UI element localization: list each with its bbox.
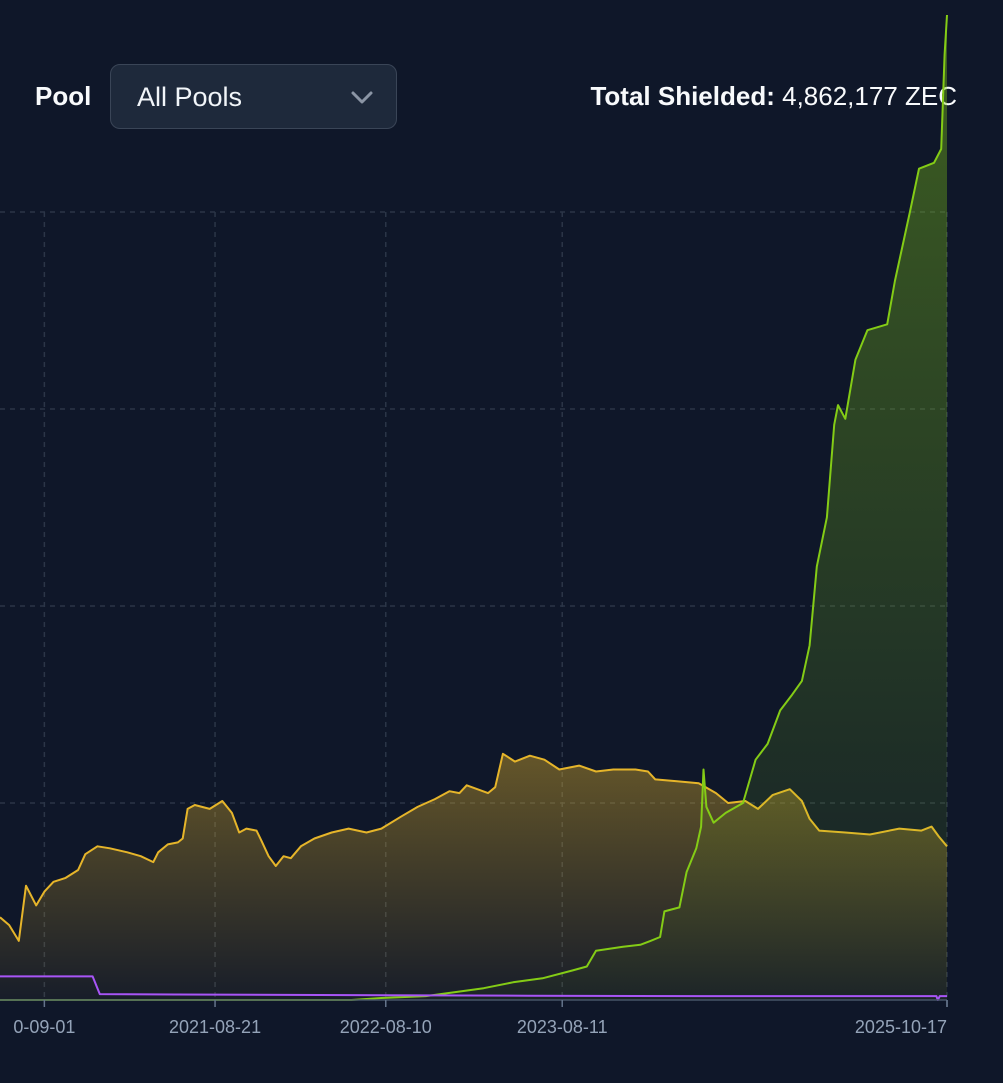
- x-tick-label: 2022-08-10: [340, 1017, 432, 1037]
- pool-select[interactable]: All Pools: [110, 64, 397, 129]
- x-tick-label: 2023-08-11: [517, 1017, 608, 1037]
- chevron-down-icon: [351, 91, 373, 104]
- x-tick-label: 2021-08-21: [169, 1017, 261, 1037]
- orchard-line: [0, 14, 948, 1001]
- x-tick-label: 0-09-01: [13, 1017, 75, 1037]
- sprout-line: [0, 975, 947, 1001]
- toolbar: Pool All Pools Total Shielded: 4,862,177…: [0, 0, 1003, 150]
- total-shielded-label: Total Shielded:: [590, 81, 775, 111]
- total-shielded-value: 4,862,177 ZEC: [782, 81, 957, 111]
- orchard-area: [0, 15, 947, 1000]
- pool-select-value: All Pools: [137, 82, 243, 112]
- pool-label: Pool: [35, 81, 92, 111]
- total-shielded: Total Shielded: 4,862,177 ZEC: [590, 81, 957, 112]
- x-tick-label: 2025-10-17: [855, 1017, 947, 1037]
